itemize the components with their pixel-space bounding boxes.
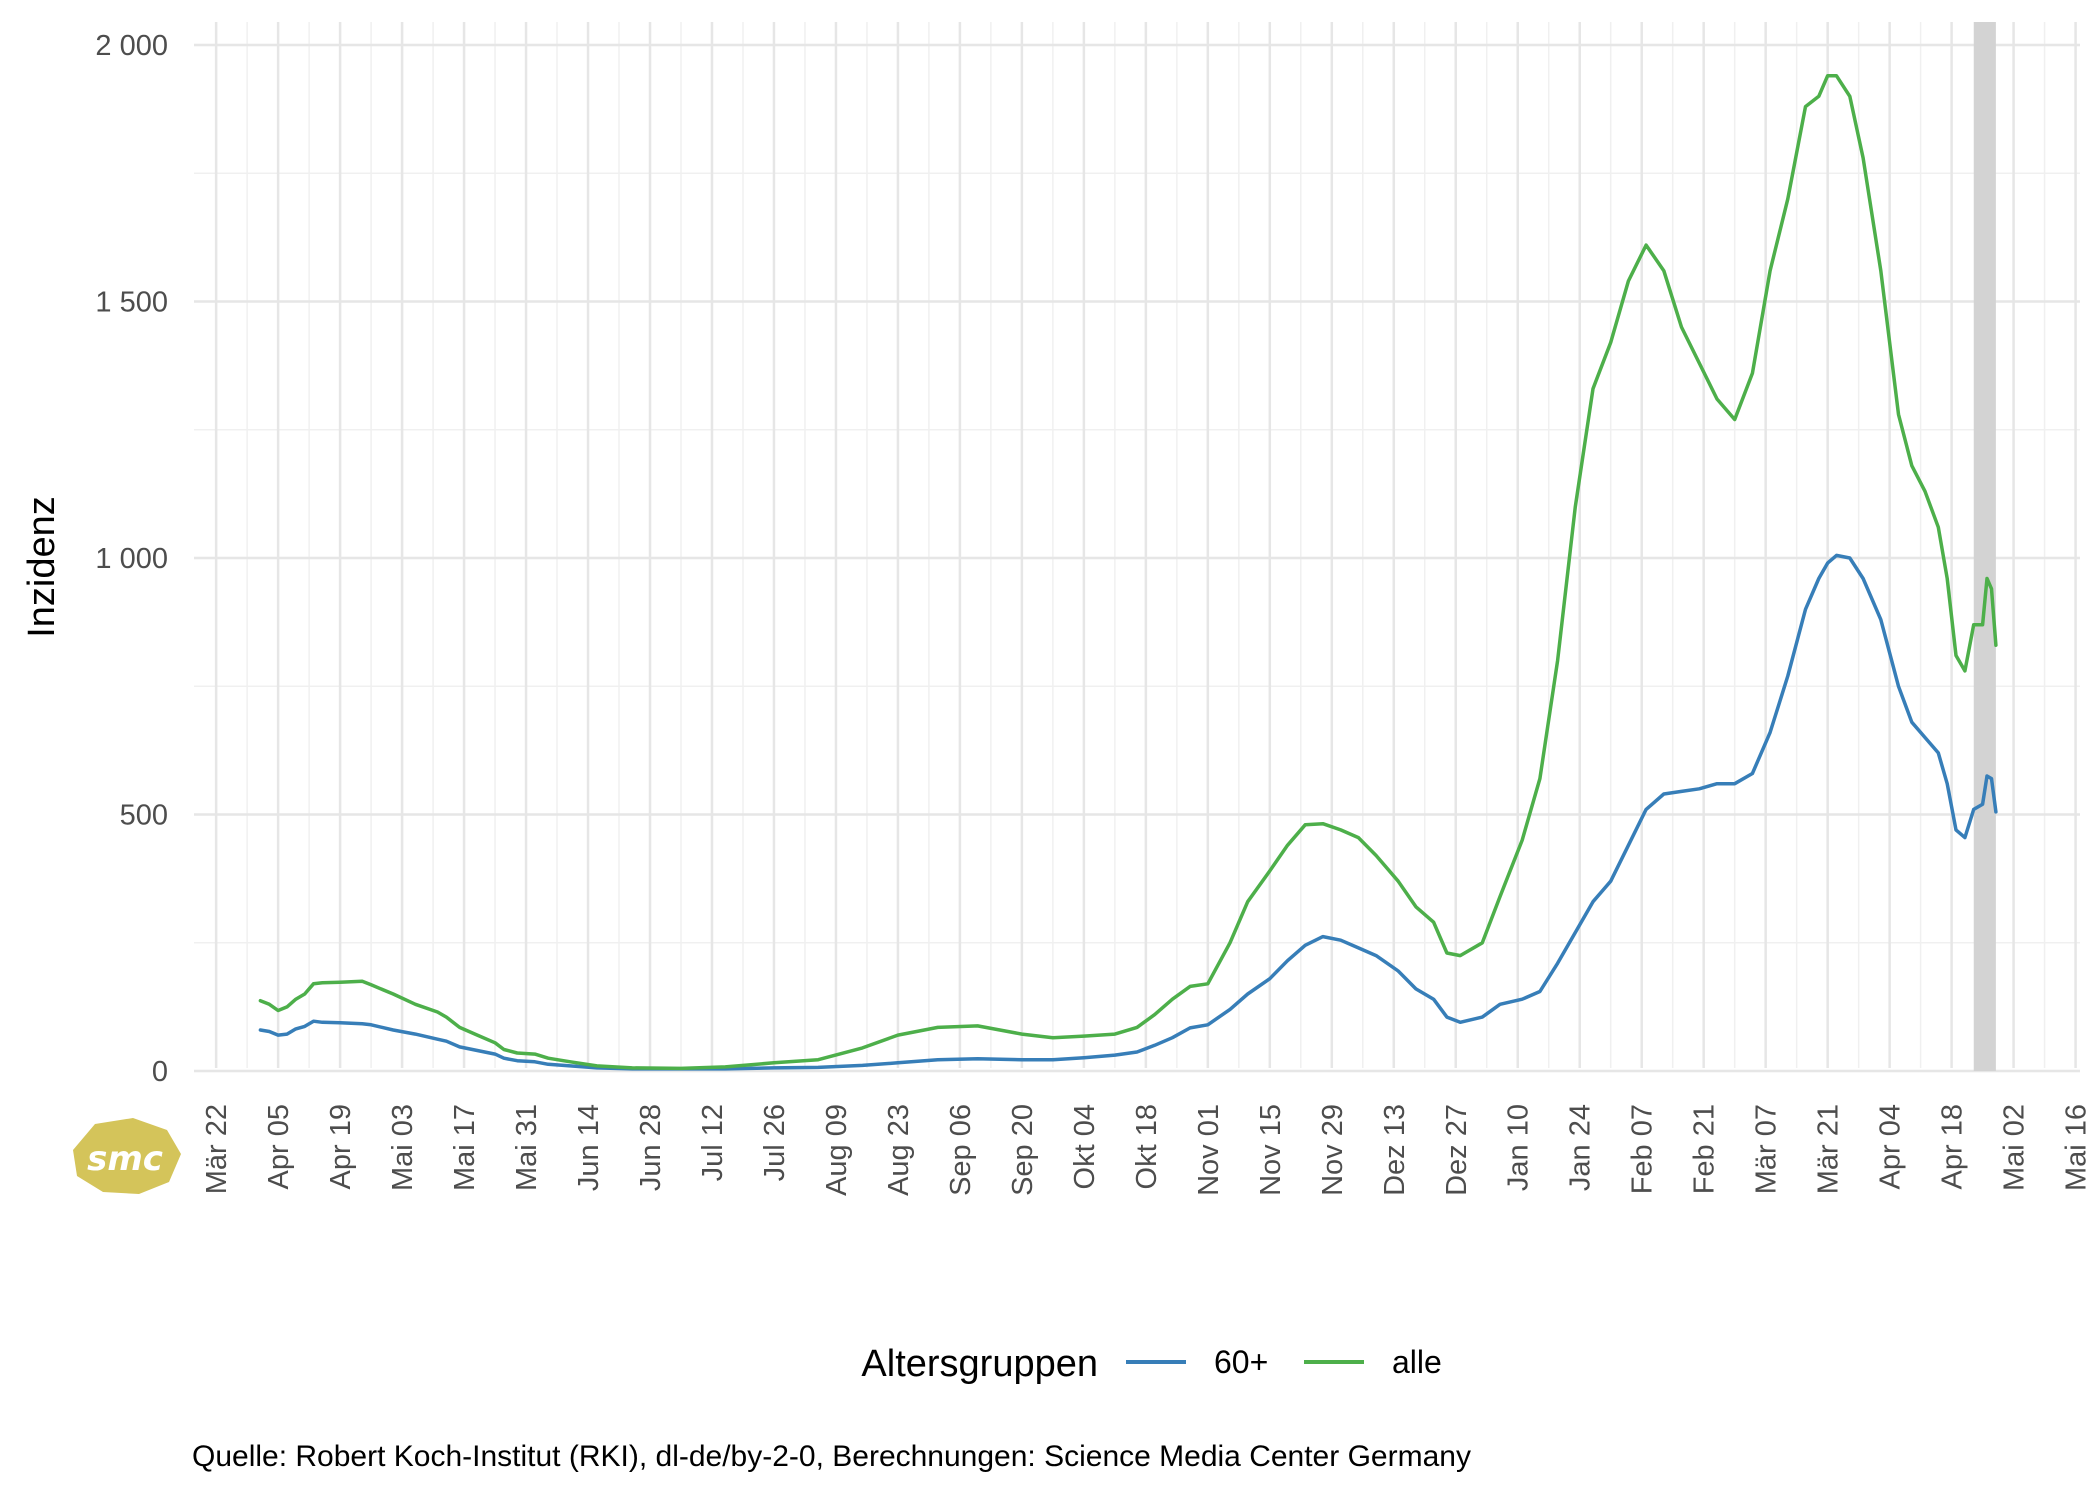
grid-minor <box>194 22 2080 1068</box>
x-tick-label: Okt 18 <box>1131 1104 1163 1189</box>
y-tick-label: 2 000 <box>95 30 168 62</box>
x-tick-label: Mai 03 <box>387 1104 419 1191</box>
x-tick-label: Jan 24 <box>1565 1104 1597 1191</box>
x-tick-label: Dez 13 <box>1379 1104 1411 1196</box>
series-layer <box>258 74 1998 1071</box>
legend-label-alle: alle <box>1392 1344 1442 1380</box>
y-axis-title: Inzidenz <box>21 496 63 638</box>
x-tick-label: Mai 02 <box>1999 1104 2031 1191</box>
x-tick-label: Jul 26 <box>759 1104 791 1181</box>
x-tick-label: Dez 27 <box>1441 1104 1473 1196</box>
x-tick-label: Sep 20 <box>1007 1104 1039 1196</box>
x-tick-label: Mär 21 <box>1813 1104 1845 1194</box>
x-tick-label: Sep 06 <box>945 1104 977 1196</box>
x-tick-label: Nov 01 <box>1193 1104 1225 1196</box>
highlight-band-layer <box>1973 22 1996 1071</box>
x-tick-label: Nov 29 <box>1317 1104 1349 1196</box>
y-tick-label: 1 500 <box>95 287 168 319</box>
legend: Altersgruppen 60+ alle <box>861 1343 1441 1385</box>
x-tick-label: Jun 14 <box>573 1104 605 1191</box>
x-tick-label: Jul 12 <box>697 1104 729 1181</box>
legend-label-60plus: 60+ <box>1214 1344 1268 1380</box>
y-tick-label: 1 000 <box>95 543 168 575</box>
smc-logo: smc <box>73 1118 181 1194</box>
x-tick-label: Okt 04 <box>1069 1104 1101 1189</box>
x-tick-label: Apr 04 <box>1875 1104 1907 1189</box>
x-tick-label: Mai 31 <box>511 1104 543 1191</box>
x-tick-label: Mär 07 <box>1751 1104 1783 1194</box>
series-line-60plus <box>258 553 1998 1071</box>
highlight-band <box>1973 22 1996 1071</box>
x-tick-label: Mär 22 <box>201 1104 233 1194</box>
x-tick-label: Jan 10 <box>1503 1104 1535 1191</box>
source-caption: Quelle: Robert Koch-Institut (RKI), dl-d… <box>192 1440 1471 1473</box>
smc-logo-text: smc <box>87 1139 163 1179</box>
series-line-alle <box>258 74 1998 1071</box>
y-tick-label: 500 <box>120 800 168 832</box>
legend-title: Altersgruppen <box>861 1343 1098 1385</box>
x-tick-label: Mai 16 <box>2061 1104 2093 1191</box>
smc-logo-shape <box>73 1118 181 1194</box>
x-tick-label: Apr 18 <box>1937 1104 1969 1189</box>
x-tick-label: Apr 05 <box>263 1104 295 1189</box>
x-tick-label: Feb 21 <box>1689 1104 1721 1194</box>
x-tick-label: Aug 23 <box>883 1104 915 1196</box>
grid-major <box>194 22 2080 1073</box>
x-tick-label: Apr 19 <box>325 1104 357 1189</box>
x-axis-ticks: Mär 22 Apr 05 Apr 19 Mai 03 Mai 17 Mai 31 Jun … <box>201 1104 2092 1196</box>
x-tick-label: Aug 09 <box>821 1104 853 1196</box>
y-axis-ticks: 0 500 1 000 1 500 2 000 <box>95 30 168 1088</box>
x-tick-label: Nov 15 <box>1255 1104 1287 1196</box>
x-tick-label: Jun 28 <box>635 1104 667 1191</box>
x-tick-label: Mai 17 <box>449 1104 481 1191</box>
y-tick-label: 0 <box>152 1056 168 1088</box>
x-tick-label: Feb 07 <box>1627 1104 1659 1194</box>
